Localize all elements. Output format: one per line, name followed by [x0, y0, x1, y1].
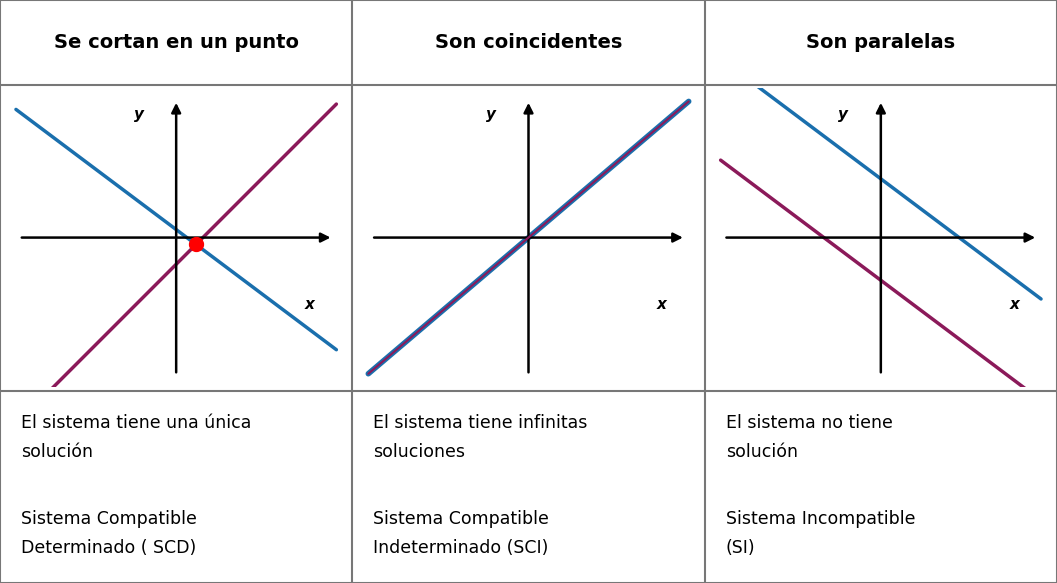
Text: x: x	[656, 297, 667, 312]
Text: Se cortan en un punto: Se cortan en un punto	[54, 33, 299, 52]
Text: Sistema Incompatible
(SI): Sistema Incompatible (SI)	[726, 510, 915, 557]
Text: El sistema tiene una única
solución: El sistema tiene una única solución	[21, 414, 252, 461]
Text: x: x	[304, 297, 314, 312]
Text: y: y	[133, 107, 144, 122]
Text: Son coincidentes: Son coincidentes	[434, 33, 623, 52]
Text: y: y	[838, 107, 848, 122]
Text: Sistema Compatible
Indeterminado (SCI): Sistema Compatible Indeterminado (SCI)	[373, 510, 550, 557]
Text: El sistema no tiene
solución: El sistema no tiene solución	[726, 414, 893, 461]
Text: Sistema Compatible
Determinado ( SCD): Sistema Compatible Determinado ( SCD)	[21, 510, 197, 557]
Text: x: x	[1009, 297, 1019, 312]
Text: Son paralelas: Son paralelas	[806, 33, 956, 52]
Text: El sistema tiene infinitas
soluciones: El sistema tiene infinitas soluciones	[373, 414, 588, 461]
Text: y: y	[486, 107, 496, 122]
